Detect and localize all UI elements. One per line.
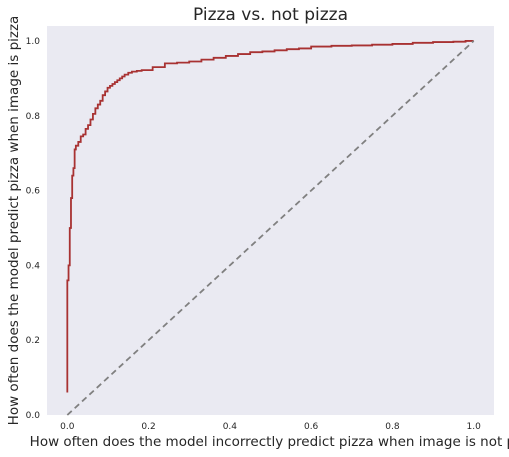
- plot-background: [47, 26, 494, 415]
- x-tick-label: 0.2: [141, 422, 155, 432]
- y-tick-label: 0.8: [26, 112, 41, 122]
- x-tick-label: 0.0: [60, 422, 75, 432]
- x-tick-label: 0.6: [304, 422, 319, 432]
- y-tick-label: 0.4: [26, 261, 41, 271]
- y-tick-label: 0.0: [26, 411, 41, 421]
- baseline-diagonal-line: [66, 40, 475, 416]
- x-axis-label: How often does the model incorrectly pre…: [30, 434, 509, 450]
- y-tick-label: 0.2: [26, 336, 40, 346]
- x-tick-label: 1.0: [467, 422, 482, 432]
- chart-title: Pizza vs. not pizza: [193, 5, 348, 25]
- roc-curve-line: [66, 40, 474, 393]
- y-axis-label: How often does the model predict pizza w…: [6, 16, 22, 426]
- x-axis-ticks: 0.0 0.2 0.4 0.6 0.8 1.0: [60, 422, 481, 432]
- y-tick-label: 0.6: [26, 187, 41, 197]
- x-tick-label: 0.8: [385, 422, 400, 432]
- y-tick-label: 1.0: [26, 37, 41, 47]
- x-tick-label: 0.4: [223, 422, 238, 432]
- plot-content: [66, 40, 475, 416]
- y-axis-ticks: 0.0 0.2 0.4 0.6 0.8 1.0: [26, 37, 41, 421]
